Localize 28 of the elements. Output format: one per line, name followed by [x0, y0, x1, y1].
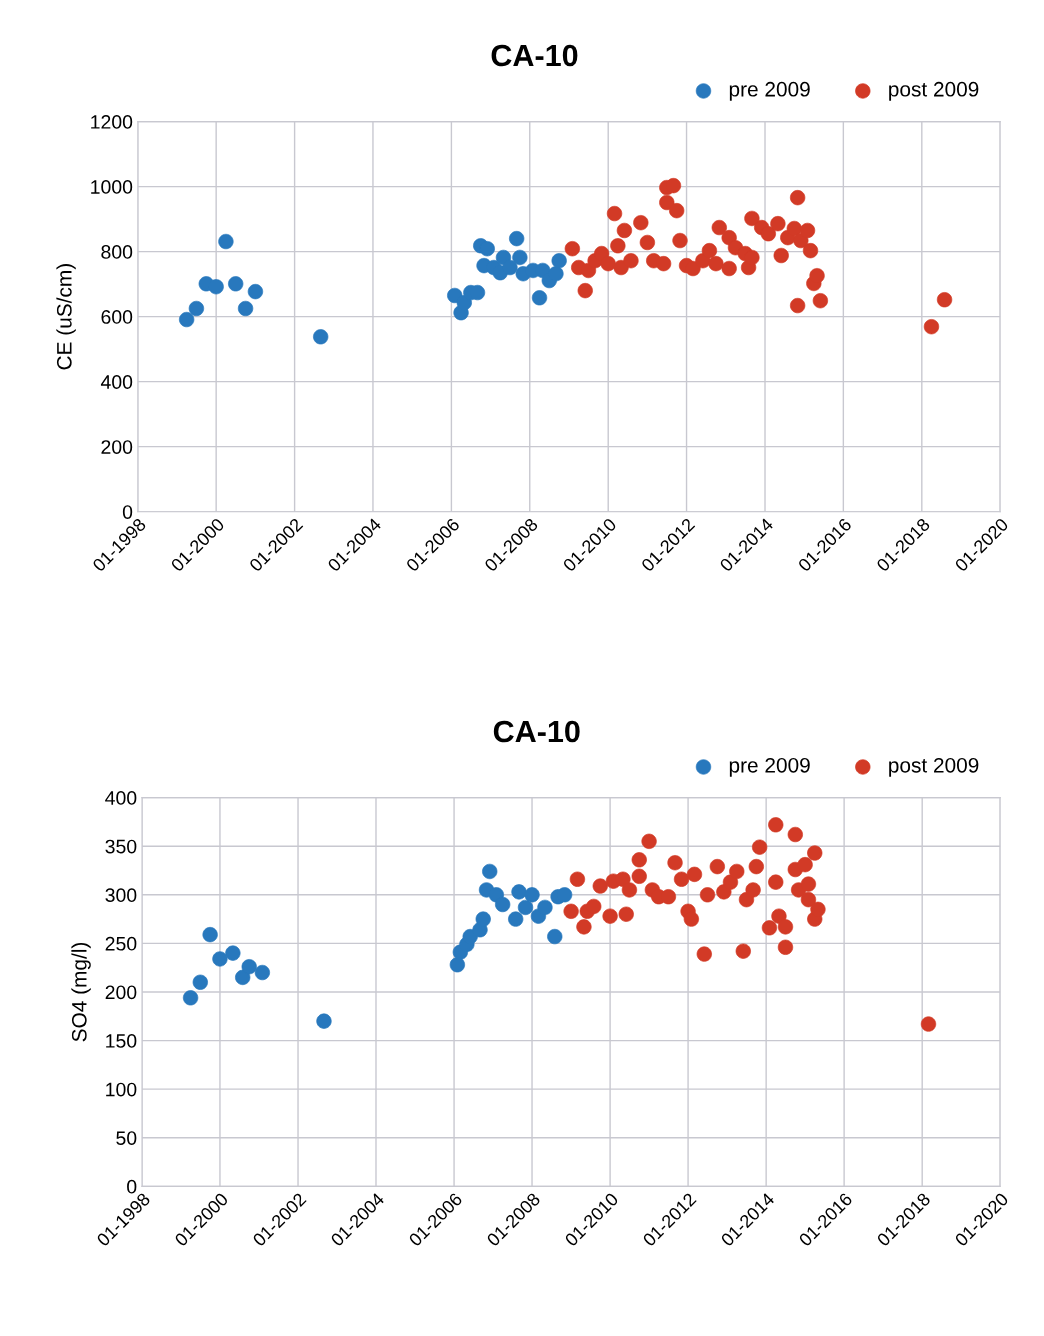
y-tick-label: 350: [105, 839, 137, 854]
y-tick-label: 300: [105, 888, 137, 903]
y-tick-label: 600: [101, 310, 133, 324]
point: [797, 857, 813, 873]
point: [618, 906, 634, 922]
y-tick-label: 200: [105, 985, 137, 1000]
y-axis-title: CE (uS/cm): [56, 264, 76, 370]
point: [202, 927, 218, 943]
point: [531, 290, 548, 306]
legend-label: post 2009: [889, 81, 979, 101]
y-tick-label: 400: [105, 791, 137, 805]
y-tick-label: 400: [100, 375, 133, 389]
y-tick-label: 200: [101, 440, 133, 454]
y-tick-label: 1200: [91, 115, 133, 129]
y-tick-label: 1000: [91, 180, 133, 194]
y-tick-label: 100: [106, 1082, 137, 1097]
y-tick-label: 150: [106, 1034, 137, 1048]
y-tick-label: 800: [101, 245, 133, 259]
y-tick-label: 50: [116, 1131, 137, 1146]
legend-label: pre 2009: [729, 81, 810, 101]
y-axis-title: SO4 (mg/l): [71, 942, 91, 1042]
y-tick-label: 0: [127, 1179, 137, 1194]
legend-label: pre 2009: [729, 757, 810, 777]
chart-title: CA-10: [491, 44, 578, 67]
legend-label: post 2009: [889, 757, 979, 777]
chart-title: CA-10: [493, 720, 580, 743]
y-tick-label: 0: [122, 505, 133, 519]
y-tick-label: 250: [105, 936, 137, 951]
